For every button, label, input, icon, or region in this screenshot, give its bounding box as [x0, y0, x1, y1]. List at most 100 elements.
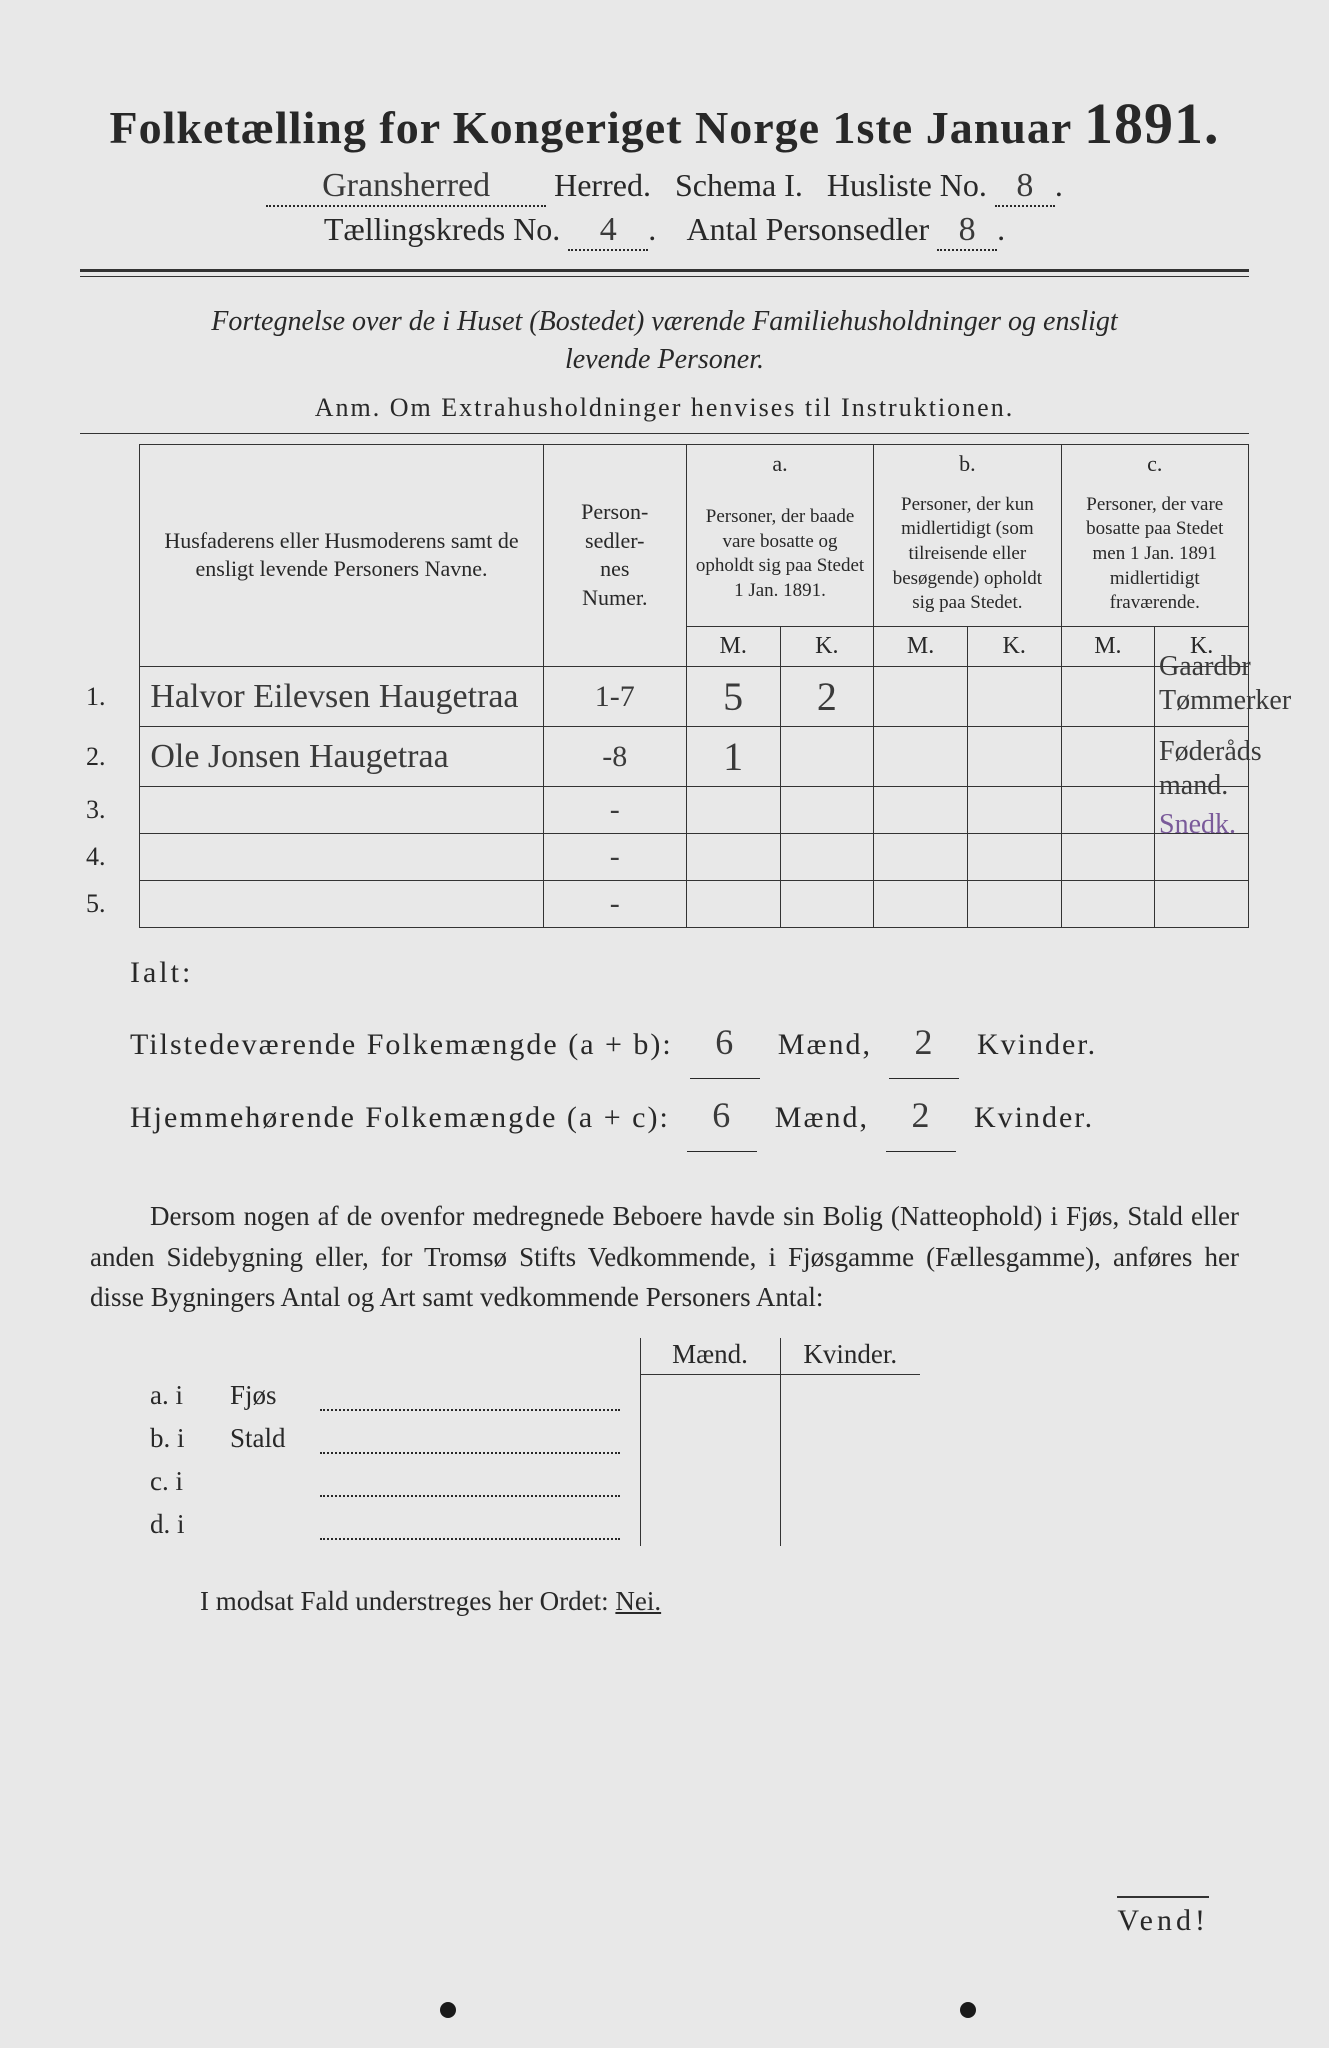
row-number: 5.	[80, 881, 140, 928]
margin-note-3: Snedk.	[1159, 808, 1309, 842]
table-row: 4.-	[80, 834, 1249, 881]
punch-hole	[960, 2002, 976, 2018]
table-row: 3.-	[80, 787, 1249, 834]
row-number: 2.	[80, 727, 140, 787]
bygn-k	[780, 1417, 920, 1460]
row-b-k	[967, 667, 1061, 727]
row-a-m	[686, 881, 780, 928]
kreds-label: Tællingskreds No.	[324, 211, 560, 247]
bygn-label: a. i	[140, 1374, 220, 1417]
row-a-m: 1	[686, 727, 780, 787]
census-table: Husfaderens eller Husmoderens samt de en…	[80, 444, 1249, 928]
bygn-k	[780, 1374, 920, 1417]
husliste-label: Husliste No.	[827, 167, 987, 203]
total-row-2: Hjemmehørende Folkemængde (a + c): 6 Mæn…	[130, 1079, 1249, 1152]
title-main: Folketælling for Kongeriget Norge 1ste J…	[110, 102, 1072, 153]
bygn-m	[640, 1374, 780, 1417]
row-b-k	[967, 727, 1061, 787]
row-number: 4.	[80, 834, 140, 881]
header-line-2: Gransherred Herred. Schema I. Husliste N…	[80, 167, 1249, 207]
margin-note-2a: Føderåds	[1159, 735, 1309, 769]
hdr-c-m: M.	[1061, 627, 1155, 667]
hdr-a-k: K.	[780, 627, 874, 667]
antal-sedler: 8	[937, 213, 997, 251]
bygn-row: b. iStald	[140, 1417, 920, 1460]
hdr-a: Personer, der baade vare bosatte og opho…	[686, 483, 873, 627]
bygn-label: d. i	[140, 1503, 220, 1546]
kvinder-label-2: Kvinder.	[974, 1101, 1094, 1134]
margin-note-1b: Tømmerker	[1159, 684, 1309, 718]
hdr-a-top: a.	[686, 444, 873, 483]
subtitle-a: Fortegnelse over de i Huset (Bostedet) v…	[211, 306, 1117, 337]
total1-label: Tilstedeværende Folkemængde (a + b):	[130, 1028, 673, 1061]
row-a-k	[780, 881, 874, 928]
row-name	[140, 881, 543, 928]
row-name: Halvor Eilevsen Haugetraa	[140, 667, 543, 727]
page-title: Folketælling for Kongeriget Norge 1ste J…	[80, 90, 1249, 157]
row-a-k: 2	[780, 667, 874, 727]
total2-k: 2	[886, 1079, 956, 1152]
row-name	[140, 787, 543, 834]
row-pnum: -	[543, 881, 686, 928]
bygn-type	[220, 1460, 640, 1503]
table-row: 2.Ole Jonsen Haugetraa-81	[80, 727, 1249, 787]
maend-label-2: Mænd,	[775, 1101, 869, 1134]
bygn-hdr-k: Kvinder.	[780, 1338, 920, 1375]
nei-text: I modsat Fald understreges her Ordet:	[200, 1586, 609, 1616]
anm-note: Anm. Om Extrahusholdninger henvises til …	[80, 393, 1249, 423]
hdr-b-k: K.	[967, 627, 1061, 667]
row-name	[140, 834, 543, 881]
hdr-b-top: b.	[874, 444, 1061, 483]
total2-label: Hjemmehørende Folkemængde (a + c):	[130, 1101, 670, 1134]
row-b-m	[874, 834, 968, 881]
margin-note-2b: mand.	[1159, 769, 1309, 803]
row-c-m	[1061, 787, 1155, 834]
schema-label: Schema I.	[675, 167, 803, 203]
row-name: Ole Jonsen Haugetraa	[140, 727, 543, 787]
row-a-k	[780, 727, 874, 787]
subtitle-b: levende Personer.	[565, 344, 764, 375]
bygn-m	[640, 1460, 780, 1503]
nei-word: Nei.	[615, 1586, 661, 1616]
row-pnum: 1-7	[543, 667, 686, 727]
maend-label: Mænd,	[778, 1028, 872, 1061]
hdr-pnum: Person- sedler- nes Numer.	[543, 444, 686, 666]
paragraph-bygninger: Dersom nogen af de ovenfor medregnede Be…	[90, 1196, 1239, 1318]
antal-label: Antal Personsedler	[687, 211, 930, 247]
row-c-m	[1061, 834, 1155, 881]
hdr-a-m: M.	[686, 627, 780, 667]
husliste-no: 8	[995, 169, 1055, 207]
table-row: 5. -	[80, 881, 1249, 928]
totals-block: Tilstedeværende Folkemængde (a + b): 6 M…	[130, 1006, 1249, 1152]
bygn-k	[780, 1503, 920, 1546]
title-year: 1891.	[1084, 91, 1220, 156]
table-row: 1.Halvor Eilevsen Haugetraa1-752	[80, 667, 1249, 727]
total1-k: 2	[889, 1006, 959, 1079]
bygn-label: c. i	[140, 1460, 220, 1503]
hdr-b: Personer, der kun midlertidigt (som tilr…	[874, 483, 1061, 627]
total1-m: 6	[690, 1006, 760, 1079]
header-line-3: Tællingskreds No. 4. Antal Personsedler …	[80, 211, 1249, 251]
row-b-m	[874, 881, 968, 928]
hdr-name: Husfaderens eller Husmoderens samt de en…	[140, 444, 543, 666]
census-form-page: Folketælling for Kongeriget Norge 1ste J…	[80, 90, 1249, 1968]
row-c-m	[1061, 727, 1155, 787]
margin-notes: Gaardbr Tømmerker Føderåds mand. Snedk.	[1159, 650, 1309, 842]
row-b-m	[874, 667, 968, 727]
row-a-m	[686, 787, 780, 834]
bygn-row: c. i	[140, 1460, 920, 1503]
row-number: 3.	[80, 787, 140, 834]
bygn-type: Stald	[220, 1417, 640, 1460]
row-b-k	[967, 881, 1061, 928]
thin-rule-1	[80, 433, 1249, 434]
row-a-k	[780, 834, 874, 881]
row-b-m	[874, 787, 968, 834]
hdr-b-m: M.	[874, 627, 968, 667]
bygn-k	[780, 1460, 920, 1503]
bygn-m	[640, 1417, 780, 1460]
kvinder-label: Kvinder.	[977, 1028, 1097, 1061]
punch-hole	[440, 2002, 456, 2018]
row-b-m	[874, 727, 968, 787]
hdr-c-top: c.	[1061, 444, 1248, 483]
ialt-label: Ialt:	[130, 956, 1249, 990]
